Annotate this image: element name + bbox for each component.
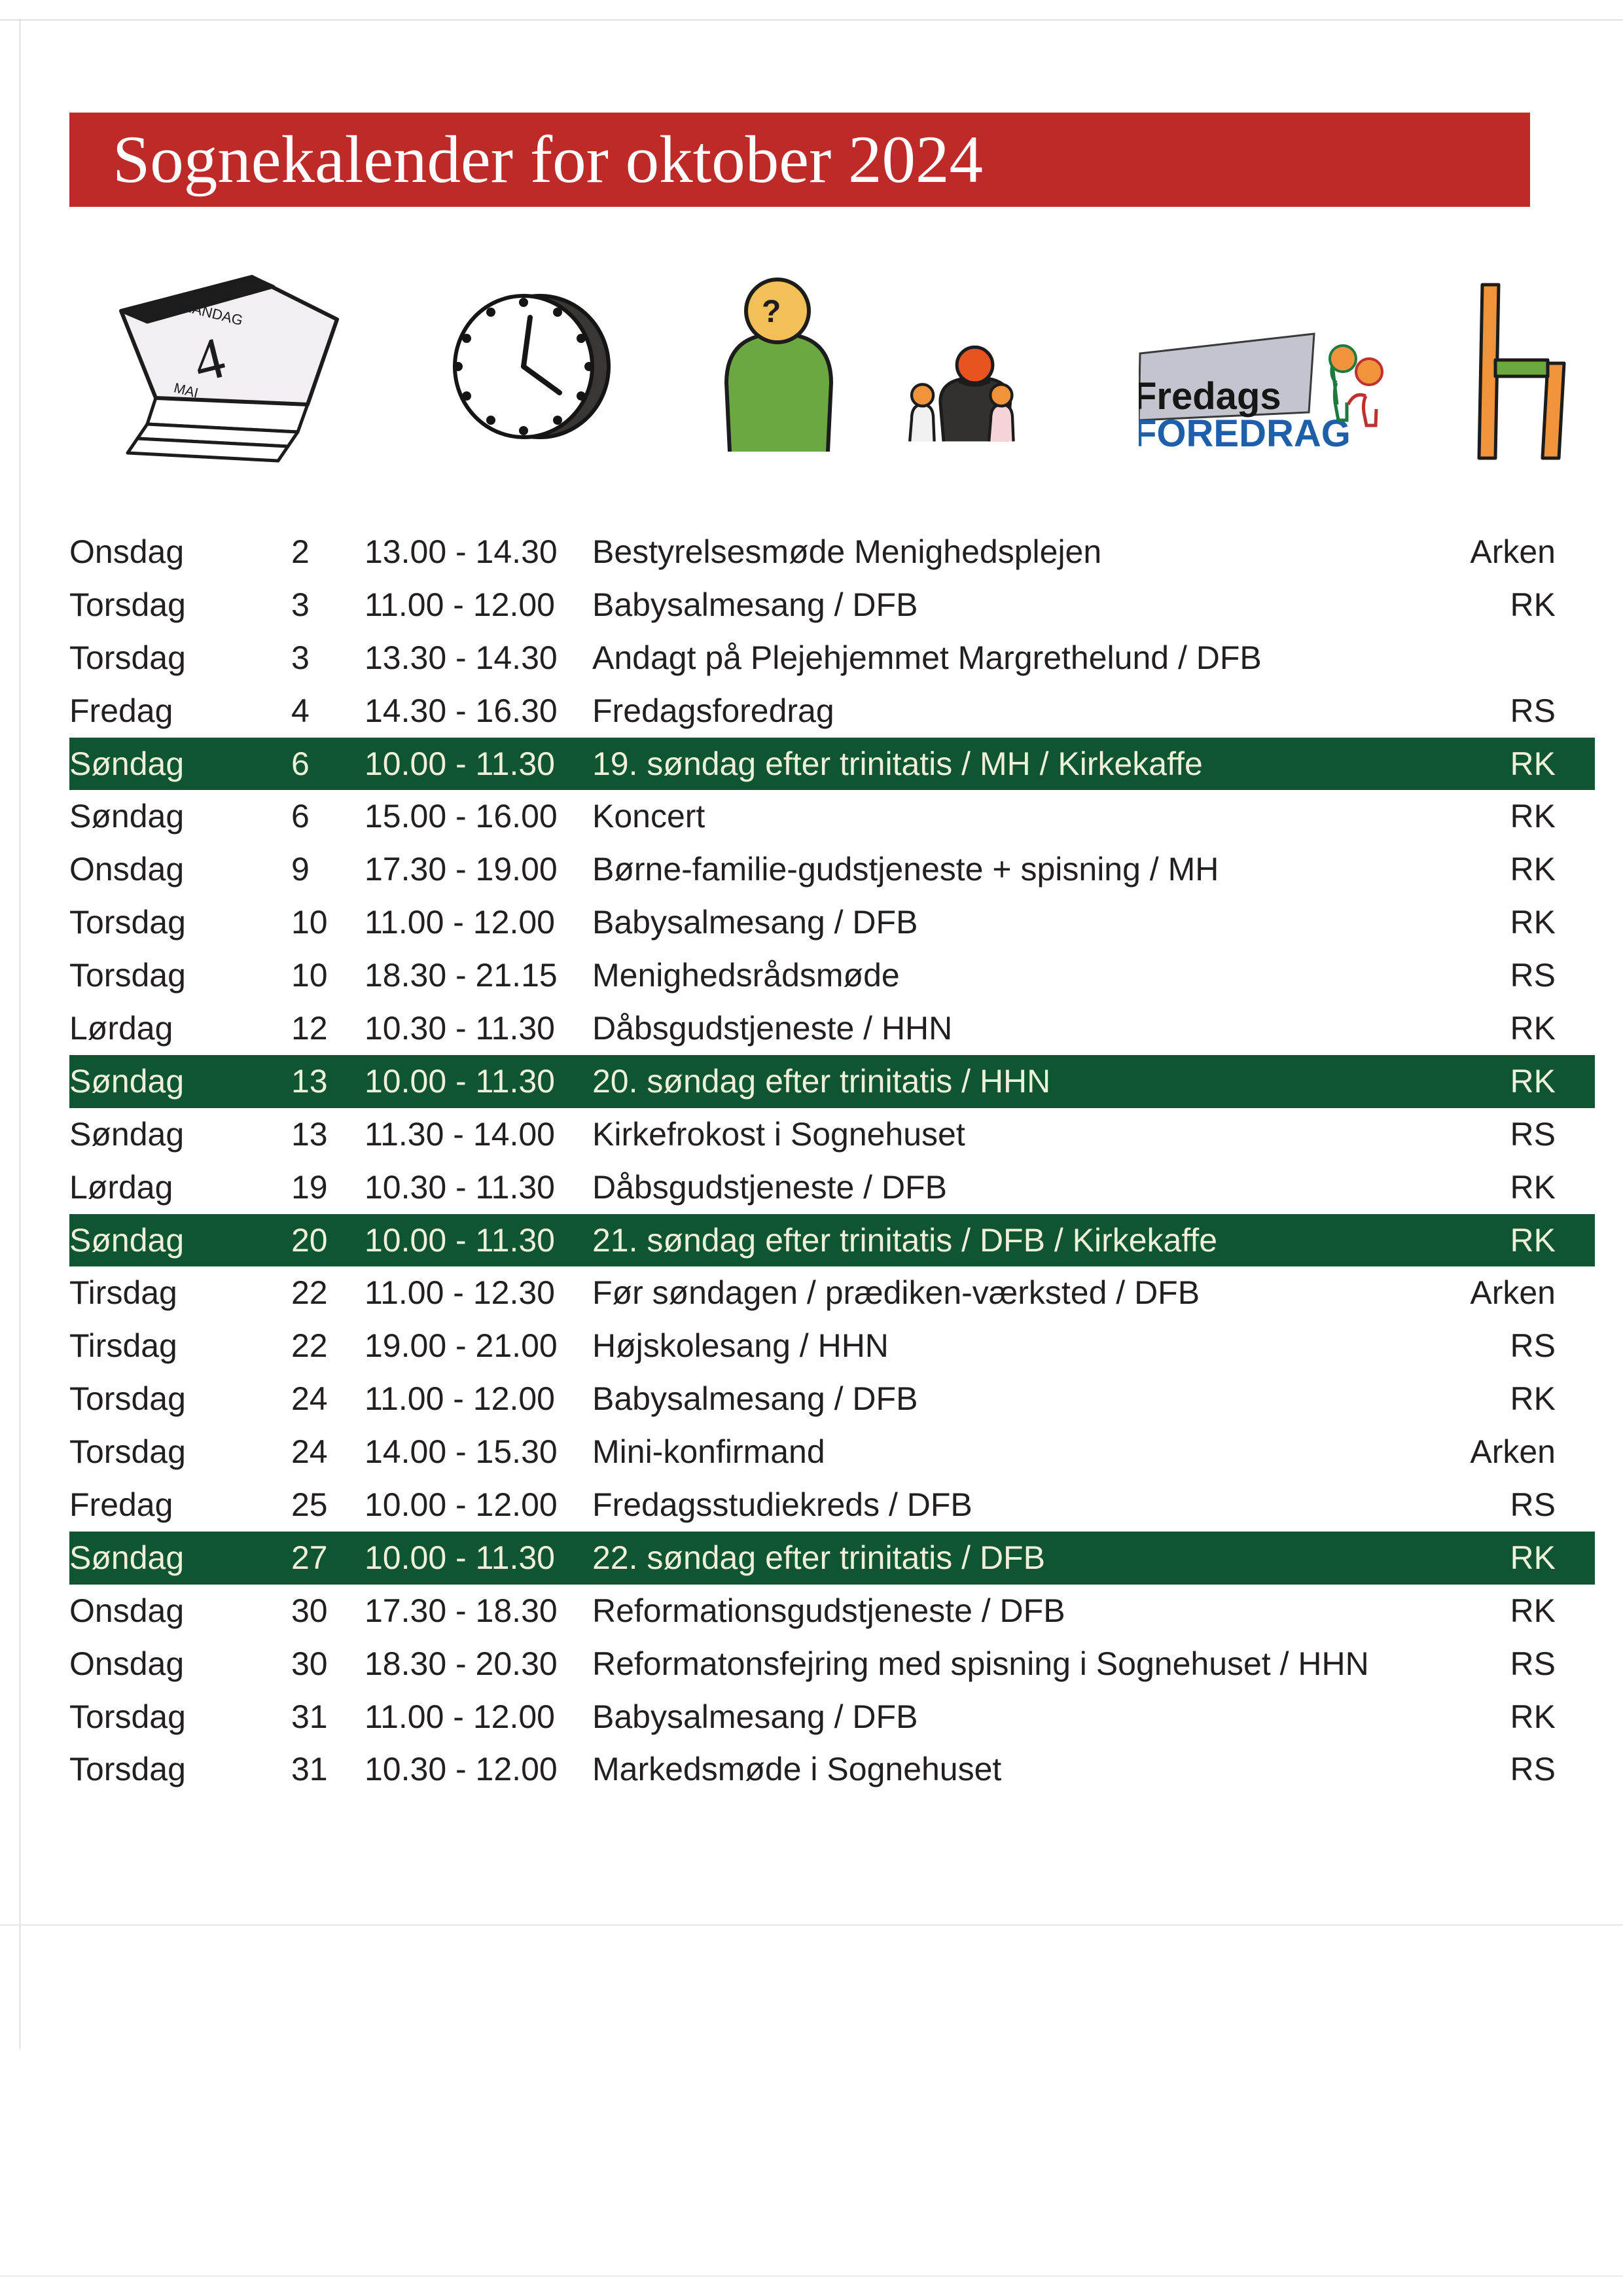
svg-text:?: ? [762,295,781,329]
svg-text:Fredags: Fredags [1139,375,1281,418]
svg-text:FOREDRAG: FOREDRAG [1139,412,1351,455]
